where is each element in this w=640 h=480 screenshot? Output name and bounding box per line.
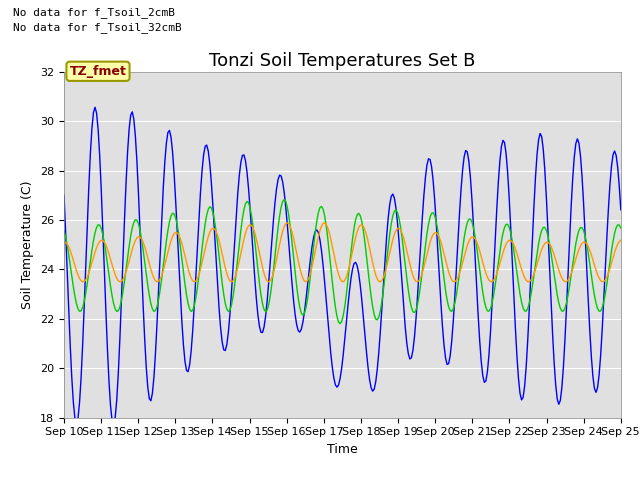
-4cm <box>307 255 314 261</box>
-4cm <box>131 133 139 139</box>
-4cm <box>60 192 68 198</box>
-8cm <box>226 307 234 313</box>
-8cm <box>617 225 625 231</box>
-16cm <box>226 278 234 284</box>
Text: TZ_fmet: TZ_fmet <box>70 65 127 78</box>
-16cm <box>246 222 254 228</box>
-4cm <box>589 373 596 379</box>
Text: No data for f_Tsoil_32cmB: No data for f_Tsoil_32cmB <box>13 22 182 33</box>
Line: -16cm: -16cm <box>64 223 621 282</box>
-4cm <box>617 207 625 213</box>
Text: No data for f_Tsoil_2cmB: No data for f_Tsoil_2cmB <box>13 7 175 18</box>
-16cm <box>60 239 68 245</box>
-8cm <box>244 200 252 206</box>
-8cm <box>60 228 68 234</box>
-16cm <box>228 279 236 285</box>
-16cm <box>589 257 596 263</box>
-8cm <box>336 321 344 326</box>
X-axis label: Time: Time <box>327 443 358 456</box>
Line: -4cm: -4cm <box>64 107 621 424</box>
-4cm <box>110 421 118 427</box>
-8cm <box>589 283 596 288</box>
-8cm <box>254 267 262 273</box>
-16cm <box>617 238 625 243</box>
-8cm <box>305 285 313 290</box>
-16cm <box>284 220 291 226</box>
-4cm <box>91 104 99 110</box>
-4cm <box>248 229 255 235</box>
-4cm <box>229 264 237 270</box>
-4cm <box>257 329 265 335</box>
-16cm <box>129 247 136 252</box>
-8cm <box>129 225 136 231</box>
Y-axis label: Soil Temperature (C): Soil Temperature (C) <box>22 180 35 309</box>
Title: Tonzi Soil Temperatures Set B: Tonzi Soil Temperatures Set B <box>209 52 476 71</box>
Line: -8cm: -8cm <box>64 200 621 324</box>
-16cm <box>307 270 314 276</box>
-16cm <box>255 250 263 256</box>
-8cm <box>280 197 288 203</box>
